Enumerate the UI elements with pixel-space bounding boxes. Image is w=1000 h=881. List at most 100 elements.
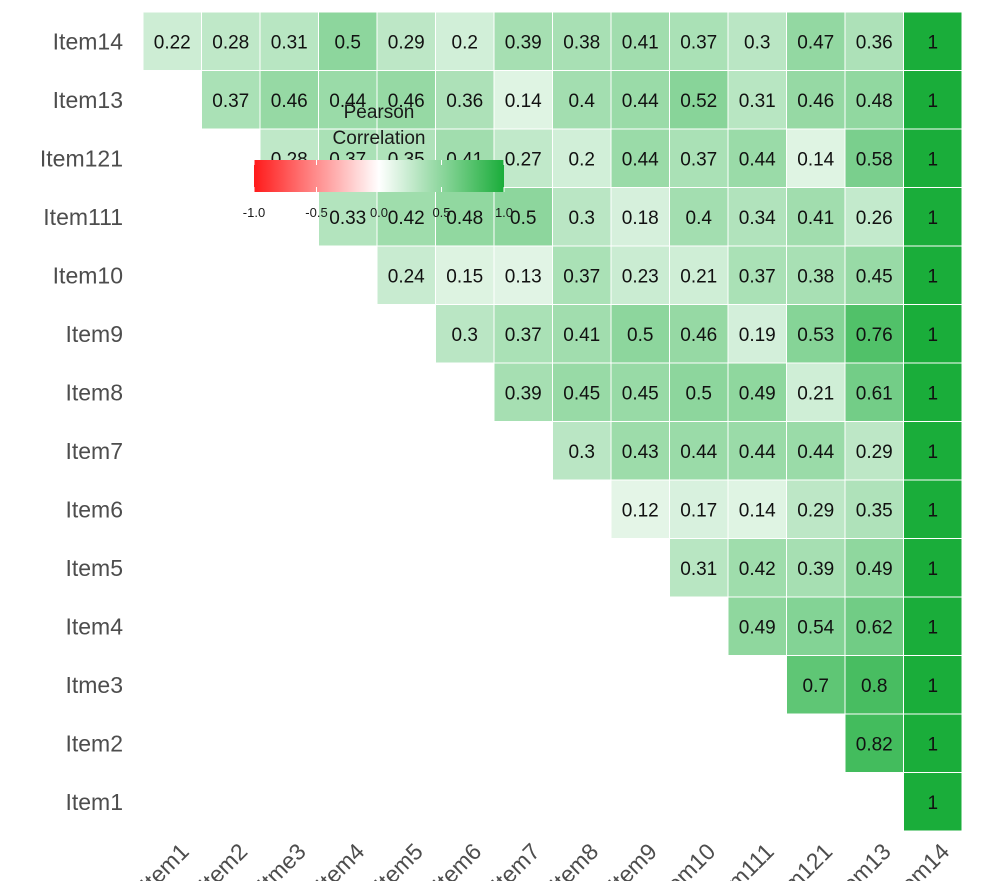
cell-value-label: 1 <box>927 149 938 170</box>
cell-value-label: 1 <box>927 266 938 287</box>
heatmap-cell <box>669 304 729 364</box>
legend-title-line1: Pearson <box>344 102 415 123</box>
legend-colorbar <box>254 160 504 192</box>
cell-value-label: 0.38 <box>563 32 600 53</box>
cell-value-label: 0.5 <box>335 32 361 53</box>
cell-value-label: 0.47 <box>797 32 834 53</box>
heatmap-cell <box>610 421 670 481</box>
heatmap-cell <box>727 596 787 656</box>
cell-value-label: 1 <box>927 442 938 463</box>
cell-value-label: 0.21 <box>797 383 834 404</box>
cell-value-label: 0.8 <box>861 676 887 697</box>
x-tick-label: Item10 <box>652 838 720 881</box>
cell-value-label: 0.42 <box>388 208 425 229</box>
y-tick-label: Item121 <box>40 145 123 171</box>
heatmap-cell <box>610 304 670 364</box>
cell-value-label: 0.27 <box>505 149 542 170</box>
y-tick-label: Item13 <box>53 87 123 113</box>
heatmap-cell <box>669 187 729 247</box>
legend-title-line2: Correlation <box>333 128 426 149</box>
heatmap-cell <box>786 479 846 539</box>
heatmap-cell <box>903 187 963 247</box>
heatmap-cell <box>727 11 787 71</box>
cell-value-label: 0.31 <box>271 32 308 53</box>
x-tick-label: Item13 <box>828 838 896 881</box>
cell-value-label: 0.4 <box>686 208 713 229</box>
cell-value-label: 0.44 <box>739 149 776 170</box>
cell-value-label: 0.29 <box>388 32 425 53</box>
cell-value-label: 0.46 <box>797 91 834 112</box>
cell-value-label: 0.54 <box>797 617 834 638</box>
heatmap-cell <box>903 421 963 481</box>
cell-value-label: 0.2 <box>452 32 478 53</box>
cell-value-label: 1 <box>927 325 938 346</box>
cell-value-label: 0.29 <box>797 500 834 521</box>
heatmap-cell <box>903 538 963 598</box>
legend-tick-label: 1.0 <box>495 205 513 220</box>
x-axis-labels: Item1 Item2 Itme3 Item4 Item5 Item6 Item7 Item8… <box>135 838 955 881</box>
y-tick-label: Item7 <box>65 438 123 464</box>
cell-value-label: 0.62 <box>856 617 893 638</box>
cell-value-label: 0.28 <box>212 32 249 53</box>
y-tick-label: Item2 <box>65 730 123 756</box>
cell-value-label: 0.33 <box>329 208 366 229</box>
cell-value-label: 0.46 <box>680 325 717 346</box>
y-tick-label: Item1 <box>65 789 123 815</box>
heatmap-cell <box>610 479 670 539</box>
heatmap-cell <box>786 538 846 598</box>
cell-value-label: 0.48 <box>856 91 893 112</box>
heatmap-cell <box>435 245 495 305</box>
x-tick-label: Item5 <box>369 838 428 881</box>
cell-value-label: 0.37 <box>563 266 600 287</box>
heatmap-cell <box>727 538 787 598</box>
cell-value-label: 0.3 <box>452 325 478 346</box>
cell-value-label: 0.44 <box>680 442 717 463</box>
heatmap-cell <box>727 304 787 364</box>
cell-value-label: 1 <box>927 617 938 638</box>
cell-value-label: 0.2 <box>569 149 595 170</box>
heatmap-cell <box>435 11 495 71</box>
legend-tick-label: -1.0 <box>243 205 265 220</box>
heatmap-cell <box>903 479 963 539</box>
heatmap-cell <box>786 11 846 71</box>
cell-value-label: 0.14 <box>797 149 834 170</box>
heatmap-cell <box>844 713 904 773</box>
heatmap-cell <box>493 187 553 247</box>
y-tick-label: Item8 <box>65 379 123 405</box>
cell-value-label: 0.44 <box>739 442 776 463</box>
cell-value-label: 0.31 <box>739 91 776 112</box>
heatmap-cell <box>903 304 963 364</box>
heatmap-cell <box>493 245 553 305</box>
y-axis-labels: Item1 Item2 Itme3 Item4 Item5 Item6 Item7 Item8… <box>40 28 123 815</box>
heatmap-cell <box>552 11 612 71</box>
cell-value-label: 1 <box>927 208 938 229</box>
cell-value-label: 0.39 <box>505 32 542 53</box>
heatmap-cell <box>844 479 904 539</box>
cell-value-label: 0.36 <box>446 91 483 112</box>
heatmap-cell <box>493 362 553 422</box>
cell-value-label: 1 <box>927 793 938 814</box>
y-tick-label: Item14 <box>53 28 124 54</box>
cell-value-label: 1 <box>927 383 938 404</box>
cell-value-label: 0.53 <box>797 325 834 346</box>
cell-value-label: 0.7 <box>803 676 829 697</box>
cell-value-label: 0.41 <box>622 32 659 53</box>
cell-value-label: 0.18 <box>622 208 659 229</box>
heatmap-cell <box>844 245 904 305</box>
cell-value-label: 0.44 <box>797 442 834 463</box>
cell-value-label: 0.45 <box>622 383 659 404</box>
cell-value-label: 0.45 <box>856 266 893 287</box>
cell-value-label: 0.37 <box>680 149 717 170</box>
heatmap-cell <box>727 128 787 188</box>
heatmap-cell <box>844 421 904 481</box>
heatmap-cell <box>669 70 729 130</box>
heatmap-cells: 10.82 10.7 0.8 10.49 0.54 0.62 10.31 0.42 0.39 0.… <box>142 11 963 832</box>
cell-value-label: 1 <box>927 559 938 580</box>
cell-value-label: 0.4 <box>569 91 596 112</box>
heatmap-cell <box>669 479 729 539</box>
heatmap-cell <box>903 11 963 71</box>
cell-value-label: 0.39 <box>797 559 834 580</box>
cell-value-label: 0.61 <box>856 383 893 404</box>
cell-value-label: 0.34 <box>739 208 776 229</box>
heatmap-cell <box>552 245 612 305</box>
